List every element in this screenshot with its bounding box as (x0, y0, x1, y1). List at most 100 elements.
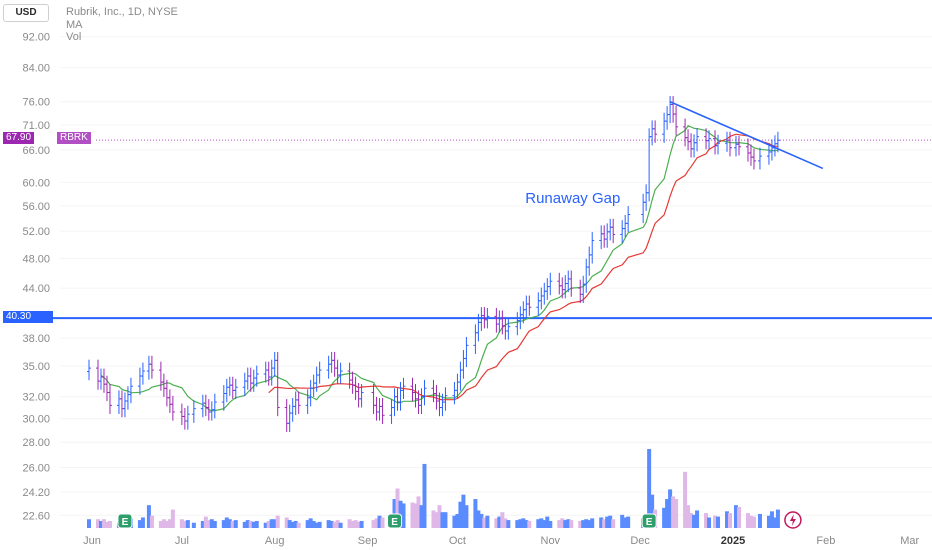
dividend-event-icon[interactable] (784, 511, 802, 529)
y-tick-label-0: 92.00 (22, 32, 50, 44)
volume-bar (733, 505, 738, 528)
ohlc-bar (137, 367, 142, 395)
volume-bar (140, 517, 145, 528)
volume-bar (515, 520, 520, 528)
ohlc-bar (296, 391, 301, 414)
volume-bar (437, 505, 442, 528)
price-axis[interactable]: 92.00 84.00 76.00 71.00 66.00 60.00 56.00 52.00… (22, 32, 50, 523)
volume-bar (542, 520, 547, 528)
ohlc-bar (170, 395, 175, 421)
ohlc-bar (569, 270, 574, 297)
volume-bar (380, 517, 385, 528)
ohlc-bar (242, 372, 247, 396)
resistance-trendline[interactable] (669, 101, 824, 170)
ohlc-bar (689, 133, 694, 158)
volume-bar (602, 519, 607, 528)
volume-bar (482, 517, 487, 528)
ohlc-bar (748, 144, 753, 166)
ohlc-bar (350, 371, 355, 394)
volume-bar (149, 515, 154, 528)
ohlc-bar (128, 377, 133, 404)
volume-bar (233, 520, 238, 528)
y-tick-label-14: 28.00 (22, 437, 50, 449)
volume-bar (626, 516, 631, 528)
trendline[interactable] (669, 101, 824, 170)
currency-button[interactable]: USD (3, 4, 49, 22)
y-tick-label-4: 66.00 (22, 145, 50, 157)
ohlc-bar (422, 379, 427, 406)
time-axis[interactable]: Jun Jul Aug Sep Oct Nov Dec 2025 Feb Mar (83, 535, 919, 547)
ohlc-bar (587, 246, 592, 276)
volume-bar (377, 515, 382, 528)
ohlc-bar (293, 391, 298, 416)
volume-bar (455, 513, 460, 528)
y-tick-label-7: 52.00 (22, 226, 50, 238)
volume-bar (668, 489, 673, 528)
earnings-marker-icon[interactable]: E (387, 513, 403, 529)
volume-bar (311, 520, 316, 528)
earnings-marker-icon[interactable]: E (117, 513, 133, 529)
volume-bar (686, 505, 691, 528)
volume-bar (725, 511, 730, 528)
x-tick-label-5: Nov (541, 535, 561, 547)
volume-bar (443, 512, 448, 528)
volume-bar (473, 499, 478, 528)
volume-bar (557, 520, 562, 528)
ohlc-bar (611, 218, 616, 244)
volume-bar (497, 516, 502, 528)
volume-bar (293, 520, 298, 528)
volume-bar (569, 520, 574, 528)
ohlc-bar (542, 282, 547, 305)
ohlc-bar (602, 225, 607, 248)
ohlc-bar (557, 272, 562, 295)
ohlc-bar (736, 135, 741, 156)
ohlc-bar (269, 359, 274, 386)
ohlc-bar (185, 405, 190, 430)
volume-bar (212, 520, 217, 528)
volume-bar (416, 496, 421, 528)
ohlc-bar (751, 148, 756, 170)
ohlc-bar (284, 399, 289, 432)
volume-bar (353, 520, 358, 528)
horizontal-level-line[interactable] (50, 139, 932, 320)
volume-bar (179, 519, 184, 528)
ohlc-bar (107, 384, 112, 414)
volume-bar (599, 517, 604, 528)
ohlc-bar (623, 214, 628, 238)
volume-bar (608, 515, 613, 528)
volume-bar (611, 519, 616, 528)
ohlc-bar (191, 400, 196, 423)
x-tick-label-6: Dec (630, 535, 650, 547)
volume-bar (200, 520, 205, 528)
ohlc-bar (317, 361, 322, 384)
y-tick-label-11: 35.00 (22, 361, 50, 373)
volume-bar (704, 513, 709, 528)
vol-indicator-label[interactable]: Vol (66, 31, 82, 43)
moving-averages (100, 125, 779, 412)
ohlc-bar (524, 295, 529, 319)
volume-bar (521, 518, 526, 528)
volume-bar (227, 519, 232, 528)
volume-bar (317, 521, 322, 528)
ohlc-bar (464, 336, 469, 368)
volume-bar (527, 520, 532, 528)
runaway-gap-annotation[interactable]: Runaway Gap (525, 190, 620, 207)
earnings-marker-icon[interactable]: E (641, 513, 657, 529)
ohlc-bar (548, 272, 553, 296)
y-tick-label-2: 76.00 (22, 97, 50, 109)
ohlc-bar (326, 355, 331, 379)
volume-bar (665, 499, 670, 528)
ohlc-bar (668, 96, 673, 124)
ohlc-bar (766, 143, 771, 165)
volume-bar (524, 520, 529, 528)
y-tick-label-3: 71.00 (22, 120, 50, 132)
ohlc-bar (605, 223, 610, 248)
y-tick-label-12: 32.00 (22, 392, 50, 404)
ohlc-bar (692, 134, 697, 158)
ohlc-bar (650, 120, 655, 146)
ma-indicator-label[interactable]: MA (66, 19, 83, 31)
volume-bar (401, 503, 406, 528)
ohlc-bar (371, 384, 376, 414)
ohlc-bar (338, 362, 343, 384)
